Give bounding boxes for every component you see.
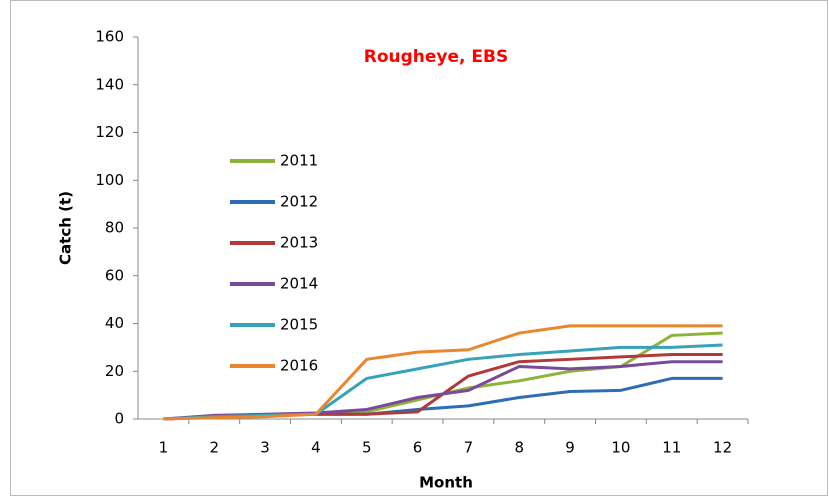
- x-tick-label: 12: [713, 439, 732, 457]
- y-tick-label: 140: [95, 75, 124, 93]
- legend-label: 2011: [280, 152, 318, 170]
- y-tick-label: 0: [114, 410, 124, 428]
- y-tick-label: 60: [105, 266, 124, 284]
- chart-frame: [10, 0, 828, 496]
- y-tick-label: 80: [105, 219, 124, 237]
- y-axis-title: Catch (t): [57, 191, 75, 265]
- y-tick-label: 120: [95, 123, 124, 141]
- x-tick-label: 3: [260, 439, 270, 457]
- y-tick-label: 20: [105, 362, 124, 380]
- x-tick-label: 5: [362, 439, 372, 457]
- legend-label: 2013: [280, 234, 318, 252]
- y-tick-label: 100: [95, 171, 124, 189]
- x-tick-label: 2: [209, 439, 219, 457]
- legend-label: 2012: [280, 193, 318, 211]
- y-tick-label: 40: [105, 314, 124, 332]
- x-tick-label: 6: [413, 439, 423, 457]
- x-tick-label: 1: [159, 439, 169, 457]
- x-tick-label: 7: [464, 439, 474, 457]
- legend-label: 2016: [280, 357, 318, 375]
- x-tick-label: 10: [611, 439, 630, 457]
- series-line: [163, 324, 723, 421]
- x-tick-label: 4: [311, 439, 321, 457]
- legend-label: 2014: [280, 275, 318, 293]
- x-tick-label: 9: [565, 439, 575, 457]
- legend-label: 2015: [280, 316, 318, 334]
- x-tick-label: 11: [662, 439, 681, 457]
- y-tick-label: 160: [95, 28, 124, 46]
- chart-title: Rougheye, EBS: [364, 47, 508, 67]
- x-axis-title: Month: [419, 474, 473, 492]
- x-tick-label: 8: [514, 439, 524, 457]
